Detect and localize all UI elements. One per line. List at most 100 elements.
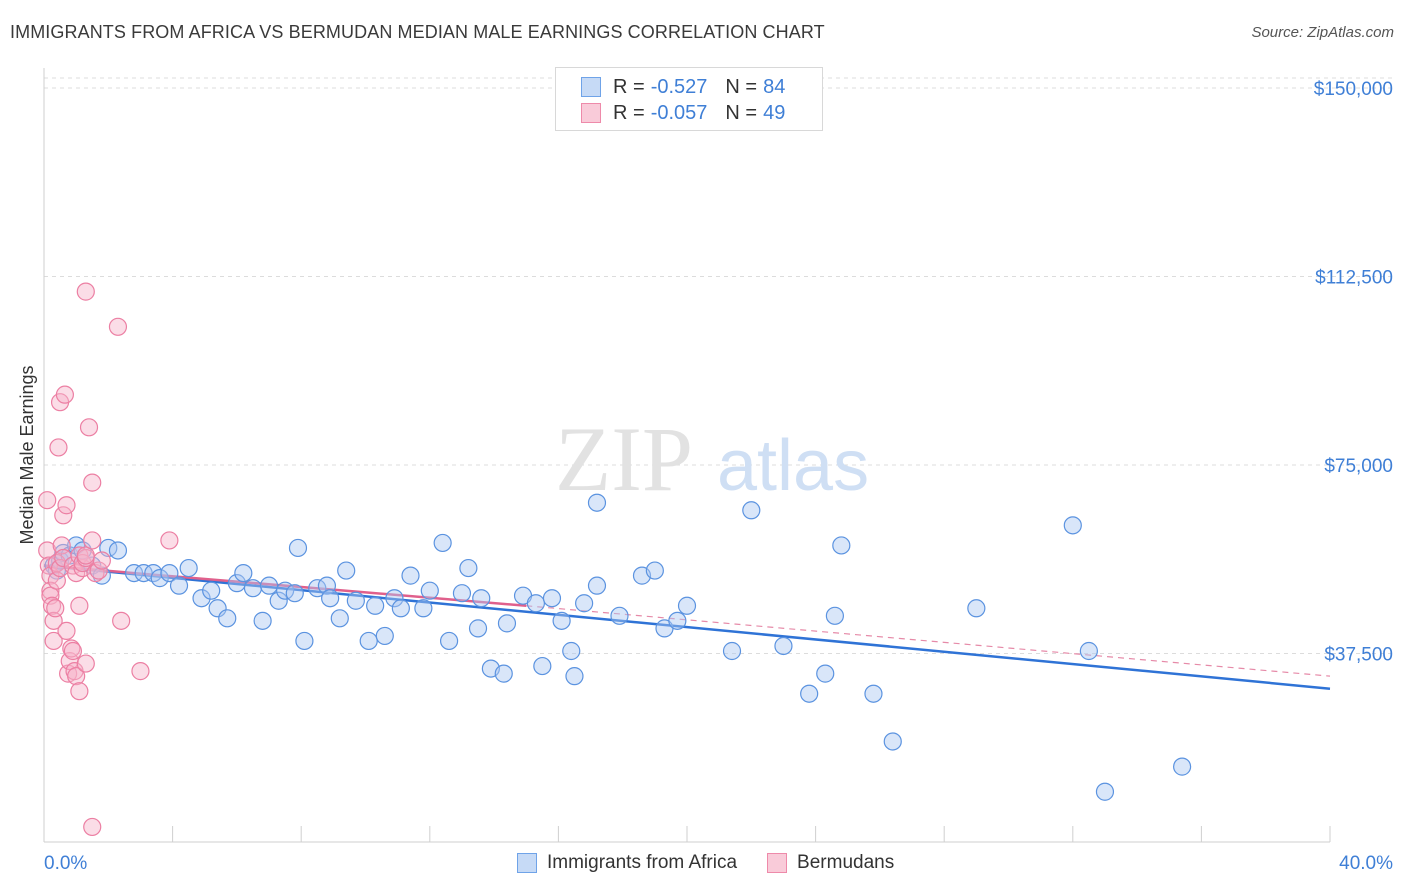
legend-n-label: N = (725, 75, 758, 98)
legend-label-bermudans: Bermudans (797, 852, 895, 873)
data-point-africa (285, 584, 304, 603)
data-point-bermudans (83, 817, 102, 837)
legend-row-bermudans: R = -0.057 N = 49 (581, 100, 785, 126)
data-point-africa (366, 596, 385, 615)
legend-swatch-bermudans (767, 853, 788, 873)
data-point-bermudans (44, 631, 63, 651)
data-point-africa (124, 563, 144, 583)
data-point-bermudans (108, 317, 128, 336)
data-point-bermudans (67, 667, 86, 686)
axes (43, 68, 1331, 843)
data-point-africa (645, 561, 664, 580)
data-point-africa (552, 611, 571, 630)
data-point-africa (452, 584, 472, 603)
legend-swatch-africa (581, 77, 601, 97)
legend-label-africa: Immigrants from Africa (547, 852, 738, 873)
data-point-africa (864, 684, 883, 703)
legend-n-value-bermudans: 49 (763, 101, 786, 124)
watermark-zip: ZIP (555, 408, 693, 510)
data-point-africa (253, 611, 272, 630)
correlation-legend: R = -0.527 N = 84 R = -0.057 N = 49 (555, 67, 823, 131)
watermark: ZIP atlas (555, 408, 869, 510)
data-point-africa (269, 591, 288, 610)
data-point-bermudans (89, 561, 108, 580)
x-tick-label: 0.0% (44, 853, 87, 874)
data-point-bermudans (55, 385, 74, 404)
data-point-bermudans (54, 506, 73, 525)
data-point-bermudans (83, 473, 102, 492)
data-point-africa (587, 493, 607, 512)
data-point-africa (722, 641, 742, 661)
data-point-africa (1079, 641, 1098, 661)
data-point-africa (439, 631, 459, 651)
data-point-africa (346, 591, 365, 610)
data-point-africa (218, 609, 237, 628)
legend-item-bermudans[interactable]: Bermudans (767, 852, 894, 874)
data-point-bermudans (112, 611, 131, 630)
data-point-africa (234, 563, 253, 583)
y-tick-label: $75,000 (1324, 456, 1393, 477)
legend-r-value-africa: -0.527 (650, 75, 708, 98)
data-point-africa (668, 611, 687, 630)
data-point-africa (401, 566, 420, 585)
legend-swatch-africa (517, 853, 537, 873)
data-point-africa (1095, 782, 1115, 801)
data-point-africa (526, 594, 545, 613)
axis-labels: $37,500 $75,000 $112,500 $150,000 0.0% 40.0% (44, 79, 1393, 874)
legend-r-label: R = (613, 75, 645, 98)
data-point-africa (533, 656, 552, 676)
data-point-africa (967, 599, 986, 618)
data-points (38, 282, 1192, 837)
data-point-africa (321, 589, 340, 608)
legend-r-value-bermudans: -0.057 (650, 101, 708, 124)
data-point-africa (433, 533, 452, 553)
data-point-africa (677, 596, 697, 615)
data-point-africa (497, 614, 517, 633)
y-tick-label: $37,500 (1324, 645, 1393, 666)
trend-line-africa (43, 564, 1331, 690)
x-tick-label: 40.0% (1339, 853, 1393, 874)
data-point-africa (472, 589, 491, 608)
data-point-africa (459, 558, 478, 578)
data-point-africa (414, 599, 433, 618)
data-point-bermudans (76, 282, 95, 301)
data-point-africa (575, 594, 594, 613)
data-point-bermudans (70, 682, 89, 701)
y-tick-label: $150,000 (1314, 79, 1393, 100)
data-point-bermudans (76, 546, 95, 565)
data-point-bermudans (131, 662, 150, 681)
data-point-africa (1063, 516, 1082, 535)
data-point-africa (391, 599, 410, 618)
data-point-africa (825, 606, 844, 625)
data-point-bermudans (83, 531, 102, 550)
legend-n-label: N = (725, 101, 758, 124)
data-point-africa (243, 579, 263, 598)
data-point-africa (742, 501, 761, 520)
data-point-bermudans (76, 654, 95, 673)
legend-item-africa[interactable]: Immigrants from Africa (517, 852, 737, 874)
data-point-africa (565, 667, 584, 686)
data-point-africa (169, 576, 189, 595)
data-point-bermudans (70, 596, 89, 615)
data-point-africa (375, 626, 394, 646)
data-point-bermudans (49, 438, 68, 457)
data-point-africa (542, 589, 562, 608)
data-point-africa (160, 563, 179, 583)
data-point-bermudans (41, 581, 60, 600)
data-point-africa (468, 619, 488, 638)
data-point-africa (295, 631, 314, 651)
data-point-africa (774, 636, 793, 656)
trend-line-bermudans-extension (526, 605, 1331, 677)
data-point-africa (330, 609, 349, 628)
watermark-atlas: atlas (717, 426, 869, 506)
legend-n-value-africa: 84 (763, 75, 786, 98)
data-point-africa (420, 581, 439, 600)
data-point-africa (562, 641, 581, 661)
data-point-africa (202, 581, 221, 600)
legend-row-africa: R = -0.527 N = 84 (581, 74, 785, 100)
data-point-bermudans (57, 496, 76, 515)
data-point-bermudans (57, 621, 76, 640)
data-point-bermudans (38, 491, 57, 510)
data-point-africa (800, 684, 819, 703)
